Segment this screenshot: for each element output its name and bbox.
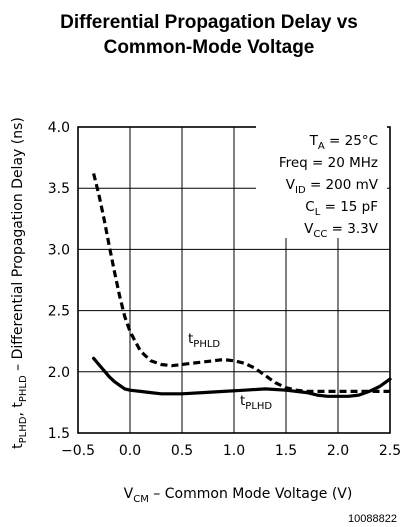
plot-frame <box>77 126 391 434</box>
chart-title-line-2: Common-Mode Voltage <box>104 37 315 58</box>
x-tick-label-4: 1.5 <box>275 443 297 459</box>
condition-line-0: TA = 25°C <box>309 133 378 152</box>
x-tick-label-3: 1.0 <box>223 443 245 459</box>
series-line-tplhd <box>92 356 392 398</box>
condition-line-1: Freq = 20 MHz <box>279 155 378 171</box>
series-line-tphld <box>92 173 390 393</box>
grid <box>77 126 391 434</box>
test-conditions: TA = 25°C Freq = 20 MHz VID = 200 mV CL = 1… <box>279 133 379 240</box>
x-tick-label-0: −0.5 <box>61 443 95 459</box>
y-tick-label-3: 3.0 <box>48 242 70 258</box>
condition-line-3: CL = 15 pF <box>305 199 378 218</box>
y-axis-label: tPLHD, tPHLD – Differential Propagation … <box>10 117 29 449</box>
conditions-box-bg <box>256 126 387 238</box>
figure-number: 10088822 <box>348 513 397 525</box>
x-tick-label-6: 2.5 <box>379 443 401 459</box>
x-tick-label-1: 0.0 <box>119 443 141 459</box>
y-tick-label-4: 3.5 <box>48 181 70 197</box>
y-tick-label-5: 4.0 <box>48 120 70 136</box>
y-tick-label-0: 1.5 <box>48 426 70 442</box>
series-label-tplhd: tPLHD <box>240 393 272 412</box>
tick-labels: −0.5 0.0 0.5 1.0 1.5 2.0 2.5 1.5 2.0 2.5 3.0 3.5 4.0 <box>48 120 401 459</box>
y-tick-label-2: 2.5 <box>48 304 70 320</box>
y-tick-label-1: 2.0 <box>48 365 70 381</box>
condition-line-2: VID = 200 mV <box>286 177 379 196</box>
x-tick-label-5: 2.0 <box>327 443 349 459</box>
x-axis-label: VCM – Common Mode Voltage (V) <box>124 486 353 505</box>
chart-title-line-1: Differential Propagation Delay vs <box>60 12 358 33</box>
x-tick-label-2: 0.5 <box>171 443 193 459</box>
series-label-tphld: tPHLD <box>188 331 220 350</box>
condition-line-4: VCC = 3.3V <box>304 221 379 240</box>
series-group <box>92 173 392 398</box>
